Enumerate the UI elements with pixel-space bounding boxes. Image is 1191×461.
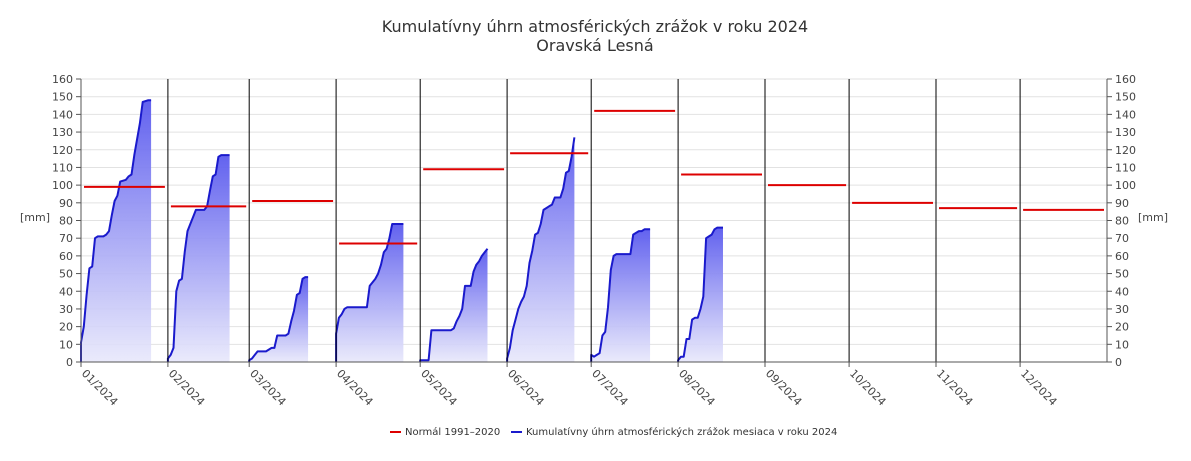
normal-lines-layer: [84, 109, 1104, 245]
y-tick-label-left: 30: [59, 303, 73, 316]
y-tick-label-right: 50: [1115, 268, 1129, 281]
x-tick-label-07/2024: 07/2024: [589, 367, 631, 409]
x-tick-label-01/2024: 01/2024: [79, 367, 121, 409]
cumulative-area-06/2024: [507, 137, 575, 362]
y-tick-label-right: 70: [1115, 232, 1129, 245]
month-separators: [167, 79, 1021, 362]
y-tick-label-right: 90: [1115, 197, 1129, 210]
x-tick-label-09/2024: 09/2024: [763, 367, 805, 409]
cumulative-line-02/2024: [166, 154, 230, 363]
cumulative-area-02/2024: [167, 155, 230, 362]
chart-title: Kumulatívny úhrn atmosférických zrážok v…: [382, 17, 808, 36]
x-tick-label-08/2024: 08/2024: [676, 367, 718, 409]
y-tick-label-left: 160: [52, 73, 73, 86]
cumulative-line-03/2024: [248, 276, 309, 363]
x-tick-label-10/2024: 10/2024: [847, 367, 889, 409]
y-tick-label-right: 60: [1115, 250, 1129, 263]
y-tick-label-left: 60: [59, 250, 73, 263]
cumulative-line-06/2024: [506, 137, 576, 363]
cumulative-area-08/2024: [678, 227, 723, 362]
x-tick-label-12/2024: 12/2024: [1018, 367, 1060, 409]
y-tick-label-right: 120: [1115, 144, 1136, 157]
y-tick-label-left: 0: [66, 356, 73, 369]
y-tick-label-left: 100: [52, 179, 73, 192]
y-tick-label-left: 80: [59, 215, 73, 228]
y-tick-label-left: 10: [59, 338, 73, 351]
x-tick-label-02/2024: 02/2024: [166, 367, 208, 409]
y-tick-label-right: 10: [1115, 338, 1129, 351]
cumulative-area-03/2024: [249, 277, 309, 362]
y-tick-label-right: 30: [1115, 303, 1129, 316]
legend-label-cumulative: Kumulatívny úhrn atmosférických zrážok m…: [526, 426, 837, 438]
cumulative-line-05/2024: [419, 248, 489, 363]
y-tick-label-left: 110: [52, 161, 73, 174]
x-tick-label-11/2024: 11/2024: [934, 367, 976, 409]
y-tick-label-right: 150: [1115, 91, 1136, 104]
x-tick-label-04/2024: 04/2024: [334, 367, 376, 409]
chart-subtitle: Oravská Lesná: [536, 36, 653, 55]
y-axis-label-right: [mm]: [1138, 211, 1168, 224]
y-tick-label-right: 40: [1115, 285, 1129, 298]
y-tick-label-left: 140: [52, 108, 73, 121]
y-tick-label-left: 150: [52, 91, 73, 104]
y-tick-label-left: 90: [59, 197, 73, 210]
legend-label-normal: Normál 1991–2020: [405, 426, 500, 438]
y-tick-label-left: 20: [59, 321, 73, 334]
y-tick-label-right: 140: [1115, 108, 1136, 121]
y-tick-label-right: 20: [1115, 321, 1129, 334]
y-tick-label-right: 0: [1115, 356, 1122, 369]
y-tick-label-left: 130: [52, 126, 73, 139]
cumulative-line-04/2024: [335, 223, 404, 363]
y-axis-label-left: [mm]: [20, 211, 50, 224]
cumulative-line-08/2024: [677, 226, 723, 363]
y-tick-label-left: 70: [59, 232, 73, 245]
cumulative-area-05/2024: [420, 248, 488, 362]
y-tick-label-right: 110: [1115, 161, 1136, 174]
y-tick-label-left: 50: [59, 268, 73, 281]
y-tick-label-right: 80: [1115, 215, 1129, 228]
legend: Normál 1991–2020 Kumulatívny úhrn atmosf…: [390, 426, 837, 438]
cumulative-area-layer: [80, 99, 723, 363]
y-tick-label-right: 100: [1115, 179, 1136, 192]
y-tick-label-left: 120: [52, 144, 73, 157]
cumulative-line-01/2024: [80, 99, 152, 362]
cumulative-area-07/2024: [591, 229, 651, 362]
cumulative-area-01/2024: [81, 100, 152, 362]
x-tick-label-03/2024: 03/2024: [247, 367, 289, 409]
x-tick-label-05/2024: 05/2024: [418, 367, 460, 409]
grid: [81, 78, 1107, 363]
y-tick-label-left: 40: [59, 285, 73, 298]
cumulative-line-07/2024: [590, 228, 651, 363]
x-tick-label-06/2024: 06/2024: [505, 367, 547, 409]
y-tick-label-right: 160: [1115, 73, 1136, 86]
y-tick-label-right: 130: [1115, 126, 1136, 139]
